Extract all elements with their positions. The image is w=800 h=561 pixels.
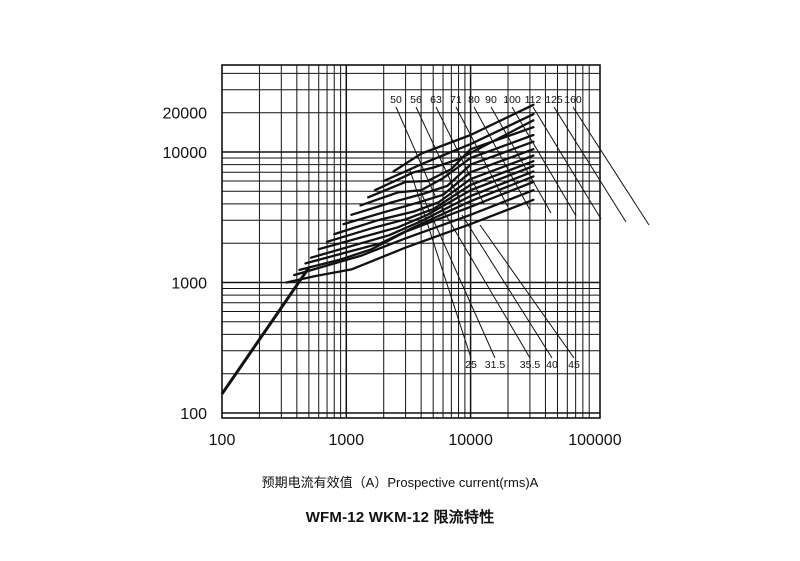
- rating-label-bottom: 45: [568, 359, 580, 371]
- x-tick-labels: 100 1000 10000 100000: [209, 432, 622, 449]
- rating-label-top: 125: [545, 94, 563, 106]
- rating-label-top: 80: [468, 94, 480, 106]
- rating-label-top: 100: [503, 94, 521, 106]
- series-curve-25: [285, 198, 535, 284]
- series-curves: [285, 103, 535, 284]
- series-curve-80: [350, 140, 535, 216]
- rating-label-bottom: 25: [465, 359, 477, 371]
- series-curve-160: [392, 103, 535, 173]
- grid-minor-lines: [222, 65, 600, 418]
- rating-label-top: 56: [410, 94, 422, 106]
- rating-leader-line: [409, 169, 472, 359]
- rating-leader-line: [473, 106, 531, 211]
- rating-leader-line: [479, 224, 575, 359]
- series-curve-71: [342, 148, 535, 226]
- x-tick-label: 10000: [448, 432, 493, 449]
- y-tick-label: 100: [180, 406, 207, 423]
- series-curve-31.5: [292, 189, 535, 277]
- rating-leader-line: [572, 106, 650, 226]
- series-curve-56: [325, 160, 535, 243]
- rating-leader-line: [461, 214, 553, 359]
- series-curve-63: [333, 154, 535, 236]
- x-tick-label: 1000: [329, 432, 365, 449]
- rating-label-bottom: 35.5: [520, 359, 541, 371]
- grid-major-lines: [222, 65, 600, 418]
- rating-label-top: 63: [430, 94, 442, 106]
- series-curve-112: [373, 119, 535, 192]
- series-curve-45: [309, 170, 535, 259]
- asymptote-line: [220, 266, 311, 395]
- rating-leader-line: [532, 106, 602, 220]
- y-tick-label: 10000: [163, 145, 208, 162]
- rating-label-top: 71: [450, 94, 462, 106]
- chart-title: WFM-12 WKM-12 限流特性: [305, 509, 495, 526]
- rating-labels: 50 56 63 71 80 90 100 112 125 160 25 31.5 35.5 40 45: [390, 94, 582, 371]
- x-tick-label: 100000: [568, 432, 621, 449]
- y-tick-labels: 100 1000 10000 20000: [163, 106, 208, 423]
- asymptote-line: [220, 266, 311, 395]
- rating-label-top: 160: [564, 94, 582, 106]
- x-tick-label: 100: [209, 432, 236, 449]
- rating-label-bottom: 40: [546, 359, 558, 371]
- series-curve-100: [367, 126, 535, 199]
- x-axis-label: 预期电流有效值（A）Prospective current(rms)A: [261, 475, 539, 490]
- rating-leader-line: [553, 106, 627, 223]
- rating-leader-line: [395, 106, 437, 199]
- y-tick-label: 1000: [171, 276, 207, 293]
- rating-leader-line: [415, 106, 461, 202]
- plot-frame: [221, 64, 601, 419]
- series-curve-90: [359, 133, 535, 207]
- rating-label-top: 50: [390, 94, 402, 106]
- series-curve-50: [317, 164, 535, 251]
- rating-label-top: 90: [485, 94, 497, 106]
- rating-label-bottom: 31.5: [485, 359, 506, 371]
- series-curve-125: [382, 113, 535, 183]
- rating-label-top: 112: [525, 94, 542, 106]
- y-tick-label: 20000: [163, 106, 208, 123]
- series-curve-40: [304, 175, 535, 265]
